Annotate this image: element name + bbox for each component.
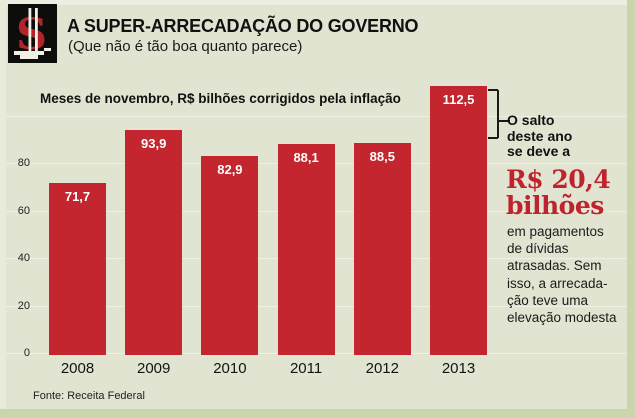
y-axis-label-20: 20 (17, 299, 30, 312)
bar-2010 (201, 156, 259, 355)
annotation-intro: O salto deste ano se deve a (507, 112, 573, 159)
x-axis-label-2013: 2013 (441, 360, 476, 377)
bar-value-label-2013: 112,5 (442, 91, 475, 107)
x-axis-label-2009: 2009 (137, 360, 171, 377)
annotation-highlight: R$ 20,4 bilhões (506, 165, 611, 220)
page-edge-bottom (0, 409, 635, 418)
page-title: A SUPER-ARRECADAÇÃO DO GOVERNO (67, 16, 419, 36)
page-subtitle: (Que não é tão boa quanto parece) (68, 38, 303, 55)
x-axis-label-2011: 2011 (289, 360, 323, 377)
bar-value-label-2008: 71,7 (64, 188, 91, 204)
gridline-100 (6, 115, 627, 117)
bar-value-label-2009: 93,9 (141, 135, 167, 151)
bar-2008 (49, 182, 106, 355)
page-edge-right (627, 0, 635, 418)
x-axis-label-2012: 2012 (365, 360, 399, 377)
bar-value-label-2012: 88,5 (369, 148, 395, 164)
page-edge-left (0, 0, 6, 418)
bar-2013 (430, 85, 487, 355)
bar-2012 (353, 142, 411, 355)
bar-value-label-2010: 82,9 (217, 162, 243, 178)
annotation-body: em pagamentos de dívidas atrasadas. Sem iss… (507, 224, 617, 326)
y-axis-label-0: 0 (23, 347, 30, 359)
y-axis-label-60: 60 (17, 204, 30, 217)
x-axis-label-2008: 2008 (60, 360, 95, 377)
bar-2011 (277, 143, 335, 355)
page-edge-top (0, 0, 635, 5)
dollar-sign-icon: S (8, 4, 57, 63)
x-axis-label-2010: 2010 (213, 360, 247, 377)
chart-title: Meses de novembro, R$ bilhões corrigidos… (40, 91, 401, 106)
bar-value-label-2011: 88,1 (293, 149, 319, 165)
y-axis-label-80: 80 (17, 157, 30, 169)
source-credit: Fonte: Receita Federal (33, 390, 145, 402)
bar-2009 (125, 129, 183, 355)
annotation-bracket (488, 89, 510, 139)
y-axis-label-40: 40 (17, 252, 30, 264)
